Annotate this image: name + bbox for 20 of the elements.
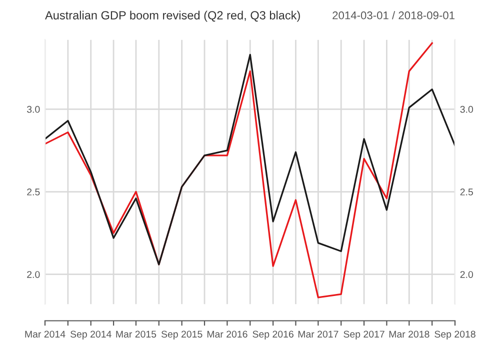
line-series [45, 42, 433, 298]
y2-tick-label: 2.0 [460, 271, 473, 278]
x-tick-label: Sep 2015 [161, 330, 202, 340]
chart-title: Australian GDP boom revised (Q2 red, Q3 black) [45, 10, 300, 22]
x-tick-label: Sep 2018 [434, 330, 476, 340]
y-tick-label: 3.0 [26, 106, 40, 113]
x-tick-label: Mar 2015 [116, 330, 156, 338]
y-tick-label: 2.5 [27, 188, 40, 196]
x-tick-label: Mar 2014 [25, 330, 66, 338]
y2-tick-label: 3.0 [460, 106, 473, 113]
x-tick-label: Sep 2014 [70, 330, 112, 340]
x-tick-label: Sep 2017 [344, 330, 384, 340]
y2-tick-label: 2.5 [460, 188, 473, 196]
chart-subtitle: 2014-03-01 / 2018-09-01 [332, 11, 454, 20]
line-series [45, 54, 455, 266]
x-tick-label: Mar 2016 [207, 330, 248, 338]
y-tick-label: 2.0 [27, 271, 40, 278]
x-tick-label: Mar 2017 [298, 330, 338, 338]
x-tick-label: Sep 2016 [252, 330, 294, 340]
x-tick-label: Mar 2018 [389, 330, 430, 338]
